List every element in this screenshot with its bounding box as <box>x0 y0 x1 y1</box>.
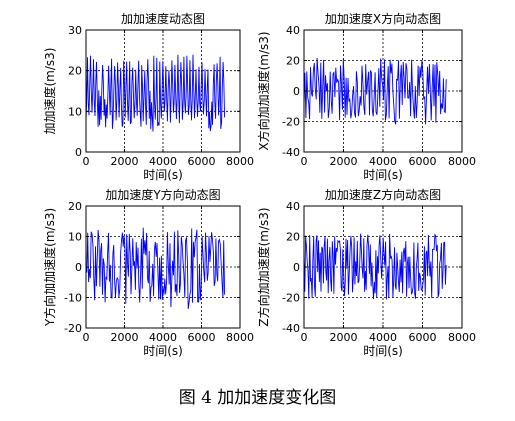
x-tick-label: 8000 <box>448 155 476 168</box>
chart-title: 加加速度X方向动态图 <box>325 11 441 26</box>
y-tick-label: 0 <box>75 261 82 274</box>
x-tick-label: 6000 <box>409 155 437 168</box>
series-line-1 <box>303 233 447 300</box>
x-tick-label: 6000 <box>188 155 216 168</box>
y-tick-label: 20 <box>68 65 82 78</box>
x-axis-label: 时间(s) <box>143 344 183 358</box>
chart-title: 加加速度动态图 <box>121 11 205 26</box>
series-line-1 <box>85 54 226 132</box>
x-axis-label: 时间(s) <box>363 344 403 358</box>
y-tick-label: -20 <box>64 322 82 335</box>
chart-title: 加加速度Z方向动态图 <box>325 187 441 202</box>
figure-caption: 图 4 加加速度变化图 <box>178 388 337 408</box>
y-tick-label: 0 <box>75 146 82 159</box>
x-tick-label: 8000 <box>226 331 254 344</box>
y-tick-label: 40 <box>286 24 300 37</box>
y-tick-label: 0 <box>293 261 300 274</box>
x-tick-label: 8000 <box>448 331 476 344</box>
x-tick-label: 4000 <box>149 155 177 168</box>
x-tick-label: 2000 <box>330 155 358 168</box>
x-tick-label: 4000 <box>369 155 397 168</box>
y-tick-label: -20 <box>282 116 300 129</box>
chart-panel-3: 0 2000 4000 6000 8000 -20 -10 0 10 20 加加速度Y方向动态图时间… <box>42 187 254 358</box>
y-tick-label: -10 <box>64 292 82 305</box>
y-tick-label: 20 <box>68 200 82 213</box>
y-tick-label: -40 <box>282 146 300 159</box>
x-tick-label: 0 <box>301 331 308 344</box>
x-axis-label: 时间(s) <box>363 168 403 182</box>
x-tick-label: 2000 <box>111 331 139 344</box>
chart-title: 加加速度Y方向动态图 <box>105 187 220 202</box>
x-tick-label: 0 <box>83 331 90 344</box>
x-tick-label: 0 <box>83 155 90 168</box>
x-tick-label: 2000 <box>111 155 139 168</box>
y-tick-label: 0 <box>293 85 300 98</box>
x-tick-label: 8000 <box>226 155 254 168</box>
x-tick-label: 6000 <box>188 331 216 344</box>
y-tick-label: 20 <box>286 55 300 68</box>
y-axis-label: 加加速度(m/s3) <box>42 48 57 135</box>
y-tick-label: 30 <box>68 24 82 37</box>
x-axis-label: 时间(s) <box>143 168 183 182</box>
x-tick-label: 6000 <box>409 331 437 344</box>
x-tick-label: 4000 <box>149 331 177 344</box>
y-axis-label: Z方向加加速度(m/s3) <box>256 207 271 326</box>
chart-panel-4: 0 2000 4000 6000 8000 -40 -20 0 20 40 加加速度Z方向动态图时间… <box>256 187 476 358</box>
series-line-1 <box>303 57 447 125</box>
y-tick-label: -20 <box>282 292 300 305</box>
series-line-1 <box>85 227 226 310</box>
y-tick-label: 20 <box>286 231 300 244</box>
x-tick-label: 4000 <box>369 331 397 344</box>
y-tick-label: 10 <box>68 105 82 118</box>
y-tick-label: 40 <box>286 200 300 213</box>
x-tick-label: 0 <box>301 155 308 168</box>
y-tick-label: 10 <box>68 231 82 244</box>
chart-panel-2: 0 2000 4000 6000 8000 -40 -20 0 20 40 加加速度X方向动态图时间… <box>256 11 476 182</box>
x-tick-label: 2000 <box>330 331 358 344</box>
y-tick-label: -40 <box>282 322 300 335</box>
y-axis-label: X方向加加速度(m/s3) <box>256 31 271 150</box>
y-axis-label: Y方向加加速度(m/s3) <box>42 208 57 327</box>
